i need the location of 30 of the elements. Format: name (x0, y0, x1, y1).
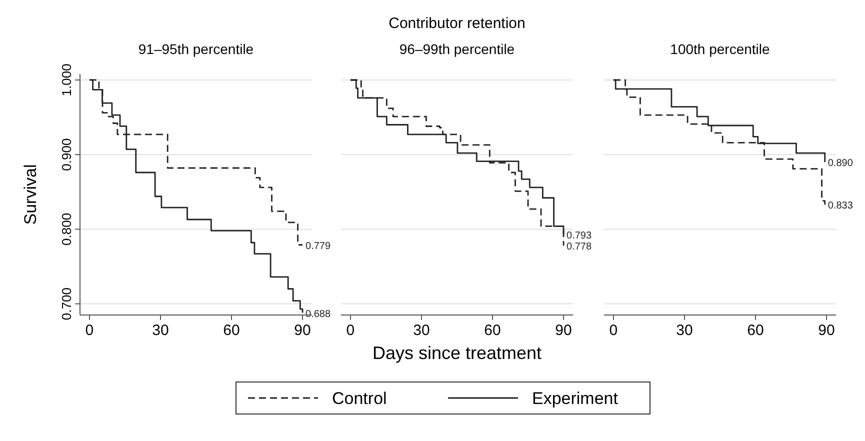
x-axis-title: Days since treatment (372, 343, 542, 363)
x-tick-label: 90 (818, 322, 835, 339)
legend-label: Experiment (532, 389, 618, 408)
x-tick-label: 0 (85, 322, 94, 339)
y-tick-label: 1.000 (59, 64, 74, 96)
text: Contributor retention (388, 15, 526, 32)
x-tick-label: 60 (484, 322, 501, 339)
y-axis-title: Survival (21, 164, 40, 225)
chart-title: 100th percentile (670, 41, 770, 57)
data-label: 0.833 (828, 200, 854, 212)
chart-title: 91–95th percentile (138, 41, 254, 57)
x-tick-label: 60 (223, 322, 240, 339)
x-tick-label: 30 (676, 322, 693, 339)
y-tick-label: 0.700 (59, 288, 74, 320)
x-tick-label: 0 (609, 322, 618, 339)
x-tick-label: 90 (555, 322, 572, 339)
x-tick-label: 30 (152, 322, 169, 339)
y-tick-label: 0.900 (59, 138, 74, 171)
chart-title: 96–99th percentile (399, 41, 515, 57)
legend-label: Control (332, 389, 387, 408)
x-tick-label: 0 (346, 322, 355, 339)
data-label: 0.890 (828, 158, 854, 170)
data-label: 0.688 (306, 308, 331, 320)
x-tick-label: 60 (747, 322, 764, 339)
data-label: 0.793 (566, 230, 592, 242)
data-label: 0.779 (306, 240, 331, 252)
data-label: 0.778 (566, 242, 592, 253)
x-tick-label: 90 (294, 322, 311, 339)
x-tick-label: 30 (413, 322, 430, 339)
y-tick-label: 0.800 (59, 212, 74, 246)
